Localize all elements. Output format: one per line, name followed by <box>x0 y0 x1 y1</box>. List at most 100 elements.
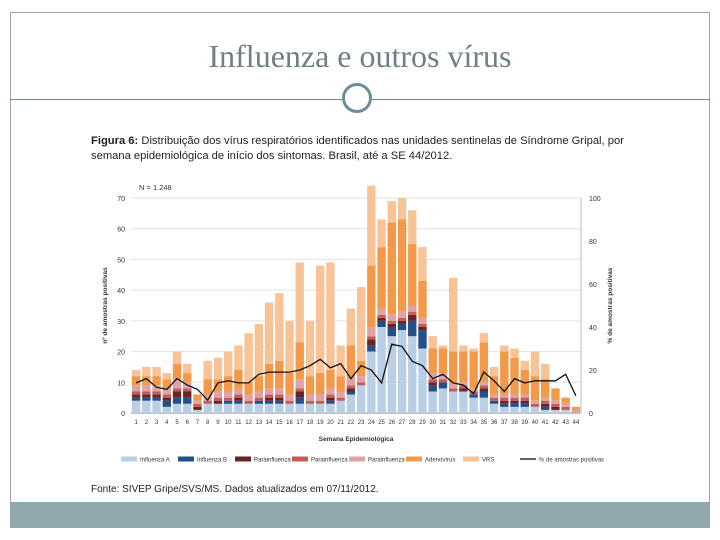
bar-segment <box>479 385 489 389</box>
bar-segment <box>244 394 253 401</box>
x-tick-label: 11 <box>235 420 242 426</box>
bar-segment <box>541 397 550 401</box>
bar-segment <box>131 385 141 392</box>
bar-segment <box>295 403 304 413</box>
bar-segment <box>530 376 540 401</box>
bar-segment <box>213 400 223 404</box>
bar-segment <box>203 403 212 413</box>
bar-segment <box>346 308 356 346</box>
bar-segment <box>541 400 550 404</box>
bar-segment <box>234 388 243 395</box>
bar-segment <box>244 382 253 395</box>
bar-segment <box>152 391 161 395</box>
bar-segment <box>234 397 243 401</box>
bar-segment <box>223 397 233 401</box>
bar-segment <box>264 403 274 413</box>
bar-segment <box>367 339 376 346</box>
x-tick-label: 10 <box>225 420 232 426</box>
bar-segment <box>530 351 540 377</box>
bar-segment <box>551 406 560 410</box>
x-tick-label: 19 <box>317 420 324 426</box>
bar-segment <box>408 320 417 337</box>
legend-swatch <box>292 456 308 462</box>
bar-segment <box>142 397 151 401</box>
bar-segment <box>418 330 427 349</box>
bar-segment <box>479 391 489 398</box>
x-tick-label: 31 <box>440 420 447 426</box>
bar-segment <box>551 403 560 407</box>
bar-segment <box>326 388 335 395</box>
x-tick-label: 12 <box>245 420 252 426</box>
x-tick-label: 38 <box>511 420 518 426</box>
bar-segment <box>418 317 427 324</box>
bar-segment <box>172 397 182 404</box>
bar-segment <box>142 366 151 377</box>
bar-segment <box>571 409 581 413</box>
bar-segment <box>326 262 335 370</box>
bar-segment <box>520 394 529 398</box>
bar-segment <box>152 400 161 413</box>
bar-segment <box>264 388 274 395</box>
bar-segment <box>285 400 294 404</box>
x-tick-label: 40 <box>532 420 539 426</box>
bar-segment <box>459 385 468 389</box>
bar-segment <box>183 388 192 392</box>
bar-segment <box>489 403 499 413</box>
bar-segment <box>479 382 489 386</box>
bar-segment <box>346 376 356 386</box>
bar-segment <box>500 394 509 398</box>
x-tick-label: 15 <box>276 420 283 426</box>
x-tick-label: 17 <box>296 420 303 426</box>
bar-segment <box>193 400 202 404</box>
bar-segment <box>367 185 376 266</box>
bar-segment <box>316 394 325 401</box>
x-tick-label: 32 <box>450 420 457 426</box>
bar-segment <box>264 363 274 389</box>
percent-positive-line <box>135 343 577 402</box>
bar-segment <box>234 345 243 370</box>
bar-segment <box>500 406 509 413</box>
y-axis-label: nº de amostras positivas <box>102 267 109 344</box>
bar-segment <box>387 320 396 324</box>
bar-segment <box>162 406 171 413</box>
x-tick-label: 37 <box>501 420 508 426</box>
x-tick-label: 25 <box>378 420 385 426</box>
x-tick-label: 24 <box>368 420 375 426</box>
bar-segment <box>551 409 560 413</box>
x-tick-label: 16 <box>286 420 293 426</box>
bar-segment <box>408 244 417 306</box>
x-tick-label: 27 <box>399 420 406 426</box>
bar-segment <box>264 394 274 398</box>
bar-segment <box>387 222 396 315</box>
bar-segment <box>356 376 366 383</box>
title-circle-ornament <box>342 83 372 113</box>
bar-segment <box>377 308 386 315</box>
bar-segment <box>336 376 345 392</box>
bar-segment <box>387 336 396 413</box>
bar-segment <box>285 394 294 401</box>
legend-swatch <box>235 456 251 462</box>
legend-swatch <box>406 456 422 462</box>
bar-segment <box>172 403 182 413</box>
bar-segment <box>541 409 550 413</box>
bar-segment <box>469 351 478 389</box>
x-tick-label: 29 <box>419 420 426 426</box>
bar-segment <box>295 391 304 398</box>
bar-segment <box>377 320 386 327</box>
bar-segment <box>459 382 468 386</box>
bar-segment <box>326 403 335 413</box>
bar-segment <box>254 397 264 401</box>
bar-segment <box>500 397 509 401</box>
bar-segment <box>367 336 376 340</box>
bar-segment <box>142 376 151 386</box>
bar-segment <box>459 391 468 413</box>
bar-segment <box>305 320 315 377</box>
y-tick-label: 50 <box>117 257 125 264</box>
bar-segment <box>152 394 161 398</box>
x-tick-label: 3 <box>155 420 159 426</box>
bar-segment <box>438 348 448 374</box>
bar-segment <box>316 373 325 395</box>
bar-segment <box>346 345 356 377</box>
bar-segment <box>510 400 519 404</box>
bar-segment <box>356 382 366 386</box>
